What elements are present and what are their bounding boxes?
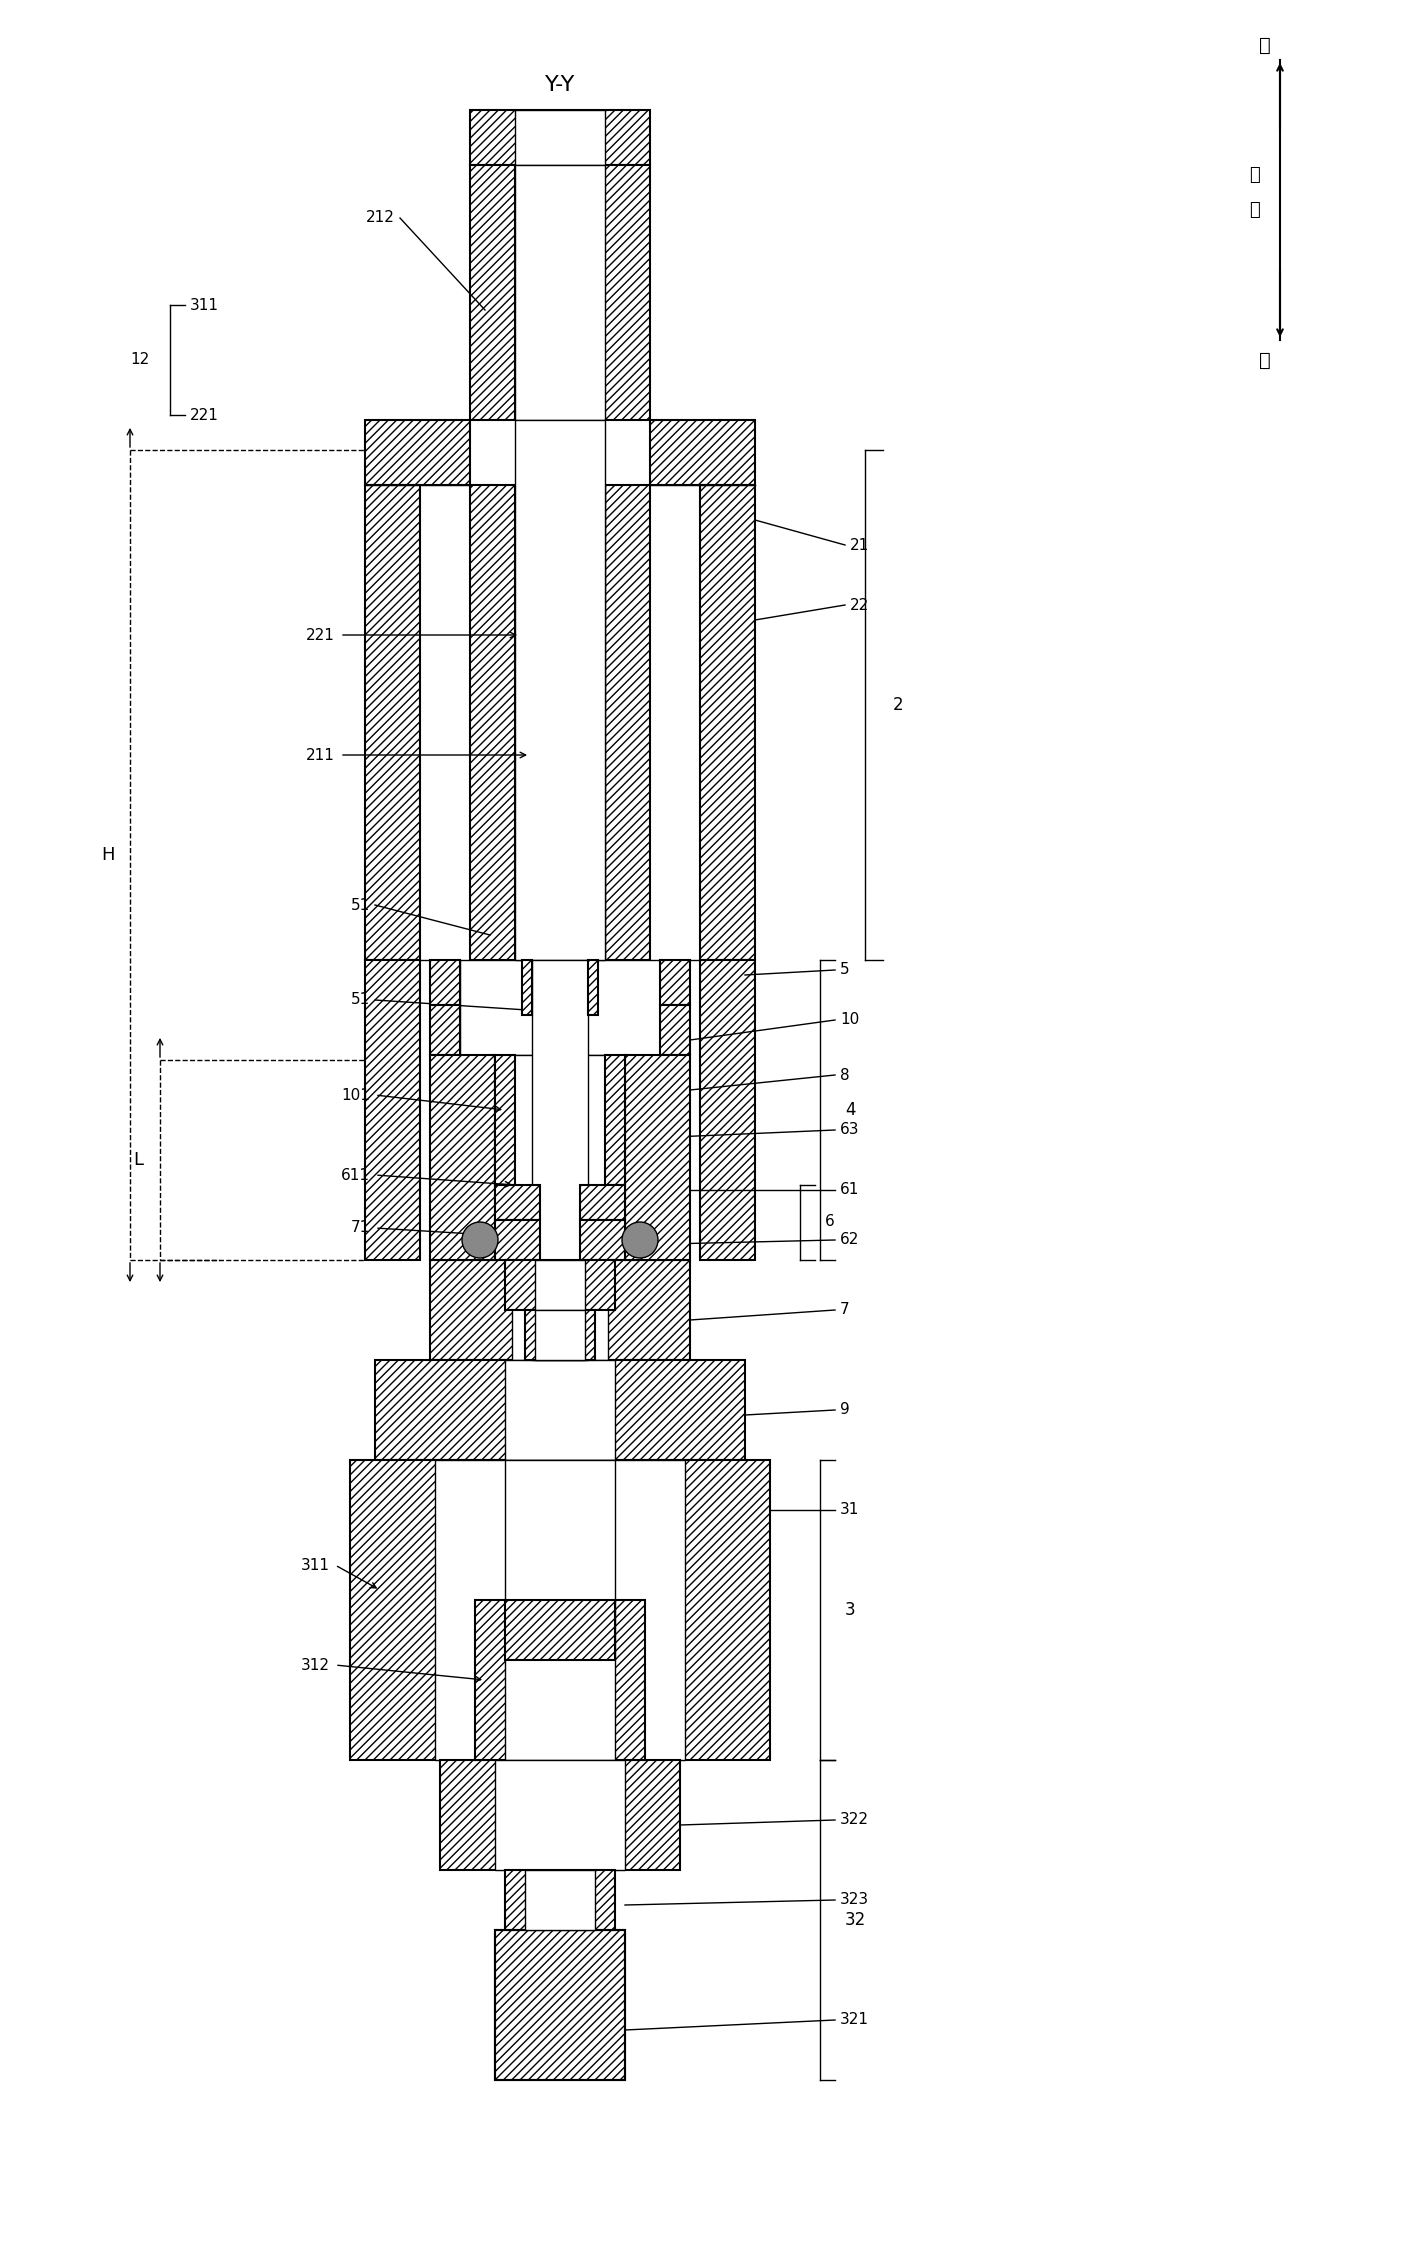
- Bar: [495, 1184, 540, 1220]
- Bar: [515, 420, 605, 959]
- Text: 312: 312: [301, 1658, 331, 1672]
- Text: 32: 32: [846, 1910, 867, 1928]
- Text: 10: 10: [840, 1013, 860, 1027]
- Bar: [431, 1261, 689, 1359]
- Text: Y-Y: Y-Y: [545, 74, 575, 94]
- Bar: [580, 1220, 625, 1261]
- Bar: [522, 959, 532, 1016]
- Text: 2: 2: [893, 697, 903, 715]
- Bar: [505, 1461, 615, 1759]
- Text: 4: 4: [846, 1101, 855, 1119]
- Bar: [660, 959, 689, 1004]
- Text: 71: 71: [350, 1220, 370, 1236]
- Bar: [495, 1056, 515, 1184]
- Bar: [660, 1004, 689, 1056]
- Bar: [532, 1261, 588, 1359]
- Bar: [431, 1004, 460, 1056]
- Text: 221: 221: [190, 407, 219, 422]
- Text: 62: 62: [840, 1234, 860, 1247]
- Text: 61: 61: [840, 1182, 860, 1198]
- Text: 323: 323: [840, 1892, 870, 1908]
- Bar: [431, 1056, 495, 1261]
- Bar: [376, 1359, 744, 1461]
- Bar: [505, 1359, 615, 1461]
- Bar: [364, 959, 421, 1261]
- Bar: [525, 1310, 595, 1359]
- Text: 5: 5: [840, 962, 850, 977]
- Text: 7: 7: [840, 1303, 850, 1317]
- Bar: [701, 485, 756, 959]
- Text: 311: 311: [301, 1557, 331, 1573]
- Bar: [512, 1261, 608, 1359]
- Bar: [535, 1310, 585, 1359]
- Text: 212: 212: [366, 211, 395, 225]
- Text: 322: 322: [840, 1813, 870, 1827]
- Bar: [495, 1220, 540, 1261]
- Bar: [535, 1261, 585, 1310]
- Text: 9: 9: [840, 1402, 850, 1418]
- Text: 21: 21: [850, 537, 870, 553]
- Text: 8: 8: [840, 1067, 850, 1083]
- Text: 221: 221: [307, 627, 335, 643]
- Bar: [495, 1930, 625, 2081]
- Text: 311: 311: [190, 297, 219, 312]
- Bar: [605, 1056, 625, 1184]
- Text: 轴: 轴: [1249, 166, 1261, 184]
- Bar: [364, 485, 421, 959]
- Circle shape: [461, 1222, 498, 1258]
- Bar: [505, 1261, 615, 1310]
- Text: 611: 611: [340, 1168, 370, 1182]
- Text: 31: 31: [840, 1503, 860, 1517]
- Bar: [580, 1184, 625, 1220]
- Bar: [505, 1870, 615, 1930]
- Text: H: H: [101, 847, 115, 865]
- Bar: [605, 164, 650, 420]
- Bar: [650, 420, 756, 485]
- Bar: [495, 1930, 625, 2081]
- Bar: [625, 1056, 689, 1261]
- Bar: [495, 1056, 625, 1261]
- Bar: [350, 1461, 770, 1759]
- Text: 向: 向: [1249, 200, 1261, 218]
- Bar: [476, 1600, 644, 1759]
- Bar: [588, 959, 598, 1016]
- Text: 321: 321: [840, 2013, 870, 2027]
- Bar: [364, 420, 470, 485]
- Bar: [515, 485, 605, 959]
- Bar: [532, 959, 588, 1261]
- Bar: [495, 1759, 625, 1870]
- Bar: [505, 1600, 615, 1661]
- Bar: [525, 1870, 595, 1930]
- Text: 63: 63: [840, 1124, 860, 1137]
- Text: L: L: [134, 1150, 144, 1168]
- Bar: [605, 485, 650, 959]
- Text: 51: 51: [350, 897, 370, 912]
- Text: 101: 101: [340, 1088, 370, 1103]
- Bar: [431, 959, 460, 1004]
- Bar: [470, 164, 515, 420]
- Bar: [460, 959, 660, 1056]
- Text: 3: 3: [846, 1602, 855, 1620]
- Bar: [701, 959, 756, 1261]
- Text: 上: 上: [1259, 36, 1271, 54]
- Bar: [435, 1461, 685, 1759]
- Bar: [515, 164, 605, 420]
- Text: 22: 22: [850, 598, 870, 613]
- Bar: [470, 485, 515, 959]
- Bar: [515, 110, 605, 164]
- Text: 6: 6: [825, 1213, 834, 1229]
- Text: 211: 211: [307, 748, 335, 762]
- Circle shape: [622, 1222, 658, 1258]
- Text: 12: 12: [131, 353, 151, 369]
- Text: 51: 51: [350, 993, 370, 1007]
- Text: 下: 下: [1259, 351, 1271, 369]
- Bar: [470, 110, 650, 164]
- Bar: [440, 1759, 680, 1870]
